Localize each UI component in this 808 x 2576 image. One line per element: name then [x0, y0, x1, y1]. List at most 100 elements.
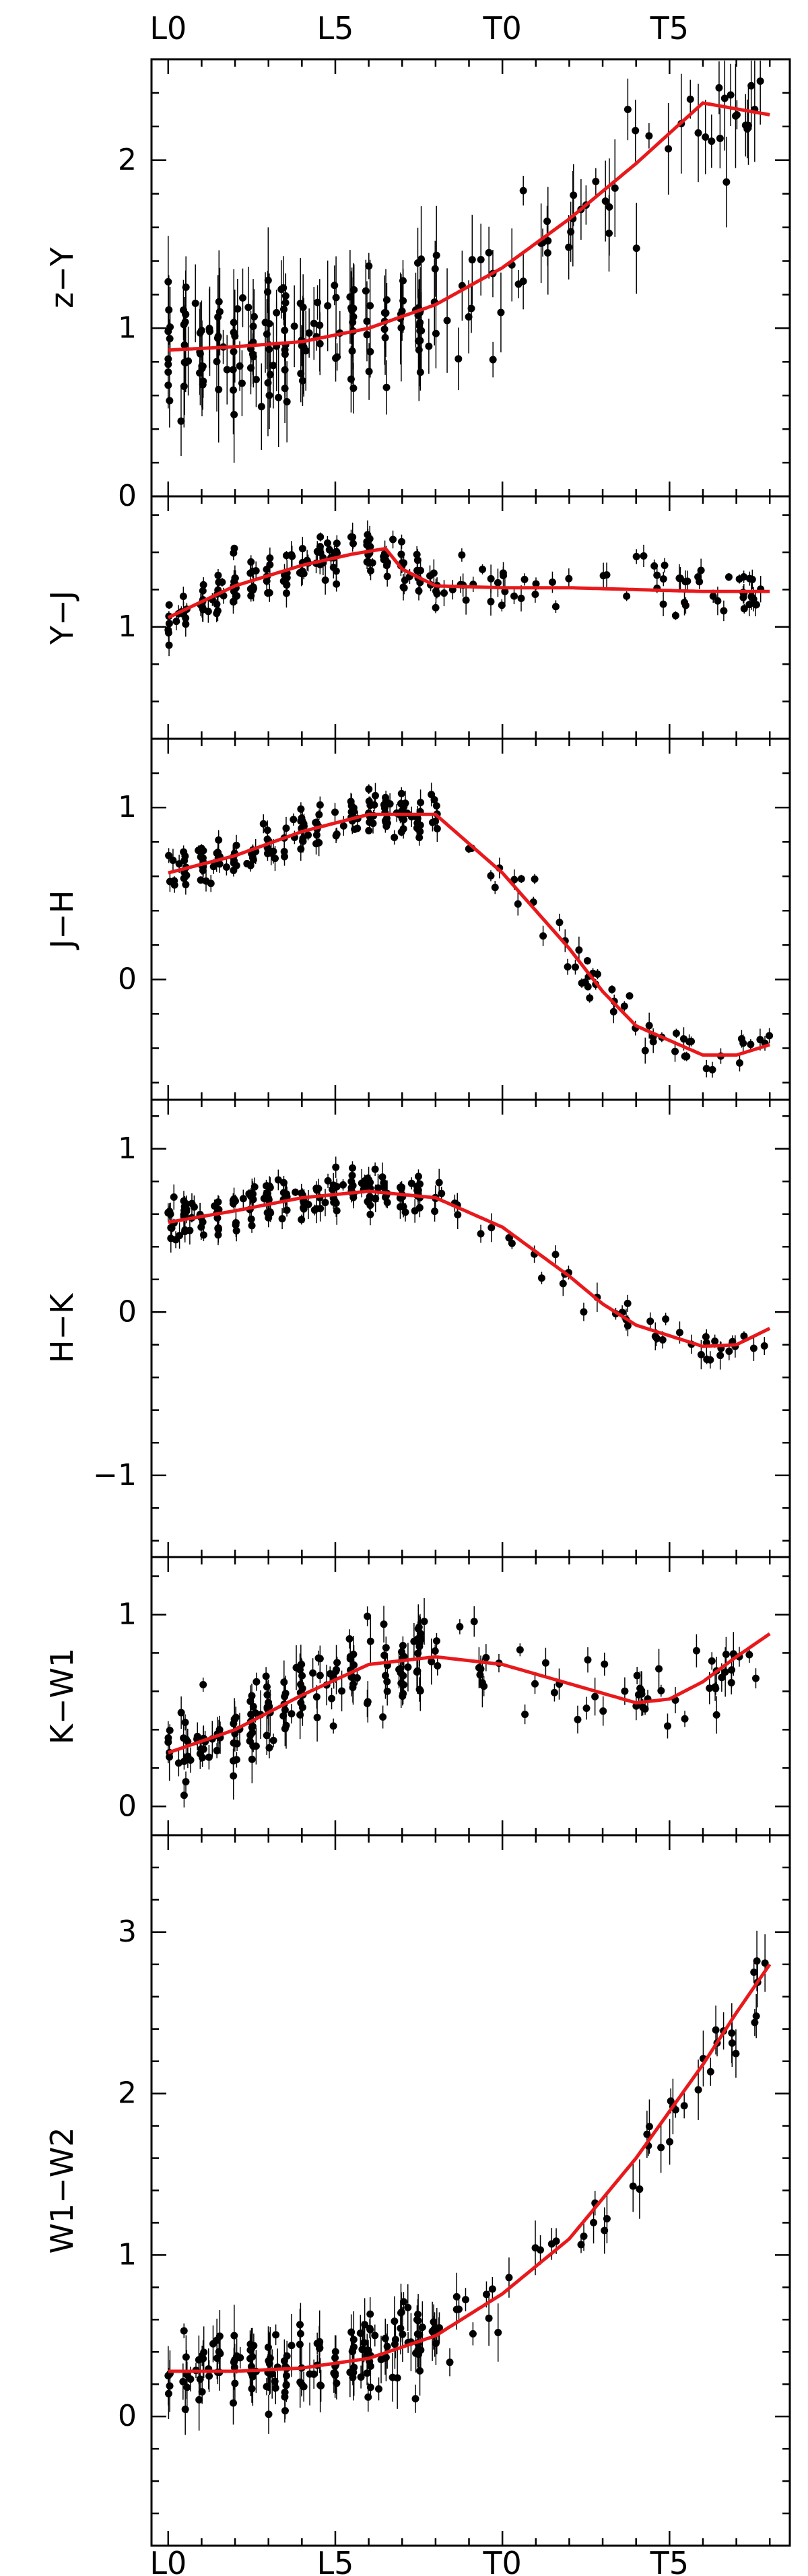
data-point [298, 1216, 306, 1224]
data-point [747, 81, 755, 90]
data-point [411, 2395, 419, 2403]
data-point [665, 145, 673, 153]
data-point [371, 1165, 379, 1173]
data-point [751, 2018, 759, 2026]
data-point [205, 327, 213, 335]
data-point [663, 1722, 671, 1730]
data-point [379, 1713, 387, 1721]
data-point [248, 1755, 256, 1763]
data-point [489, 356, 497, 364]
data-point [233, 1740, 241, 1748]
data-point [280, 847, 288, 855]
data-point [297, 370, 305, 378]
data-point [400, 803, 408, 811]
y-axis-label: H−K [44, 1292, 80, 1363]
data-point [401, 576, 409, 584]
data-point [199, 362, 207, 370]
data-point [195, 2356, 203, 2364]
data-point [187, 2375, 195, 2383]
data-point [716, 1352, 725, 1360]
data-point [232, 1221, 240, 1229]
data-point [239, 1195, 247, 1203]
data-point [687, 1037, 696, 1045]
data-point [326, 1670, 334, 1678]
data-point [537, 2246, 545, 2254]
data-point [166, 2382, 174, 2390]
data-point [316, 321, 324, 329]
data-points [164, 1598, 760, 1808]
data-point [215, 385, 223, 393]
data-point [321, 576, 329, 584]
data-point [638, 1687, 646, 1695]
data-point [180, 341, 189, 349]
data-point [380, 325, 389, 333]
data-point [232, 1226, 240, 1234]
data-point [365, 262, 373, 270]
data-point [215, 298, 223, 306]
data-point [702, 133, 710, 141]
data-point [711, 1337, 719, 1345]
data-point [338, 1687, 346, 1695]
data-point [479, 565, 487, 573]
data-point [380, 1620, 388, 1628]
data-point [398, 537, 406, 546]
data-point [268, 2370, 276, 2378]
data-point [544, 237, 552, 245]
data-point [368, 559, 376, 567]
data-point [378, 1173, 386, 1181]
data-point [298, 1684, 306, 1692]
y-tick-label: 3 [118, 1915, 137, 1949]
data-point [213, 849, 222, 857]
data-point [551, 603, 560, 611]
data-point [281, 1725, 289, 1733]
data-point [282, 2371, 290, 2379]
data-point [269, 1736, 277, 1744]
data-point [347, 2328, 356, 2336]
data-point [491, 884, 499, 892]
data-point [624, 1322, 632, 1330]
data-point [265, 391, 273, 399]
data-point [184, 1738, 192, 1746]
data-point [583, 957, 591, 965]
data-point [383, 558, 391, 566]
data-point [229, 366, 237, 374]
data-point [329, 1185, 337, 1193]
data-point [661, 561, 669, 569]
data-point [325, 546, 333, 554]
data-point [391, 2336, 399, 2344]
data-point [296, 1711, 304, 1719]
data-point [609, 1008, 617, 1016]
data-point [575, 946, 583, 954]
data-point [592, 177, 600, 185]
y-tick-label: 1 [118, 1131, 137, 1166]
data-point [626, 992, 634, 1000]
data-point [349, 319, 357, 327]
data-point [371, 2332, 379, 2340]
data-point [316, 801, 324, 809]
data-point [752, 2012, 760, 2020]
data-point [601, 197, 609, 205]
data-point [193, 1732, 201, 1740]
data-point [501, 587, 509, 595]
data-point [230, 598, 238, 606]
data-point [247, 1215, 255, 1223]
data-point [580, 2233, 588, 2241]
data-point [271, 855, 279, 863]
data-point [165, 851, 173, 859]
data-point [645, 132, 653, 140]
data-point [650, 562, 659, 570]
data-point [361, 2321, 369, 2329]
data-point [229, 1197, 237, 1205]
data-point [413, 566, 422, 574]
data-point [432, 587, 440, 595]
data-point [733, 111, 741, 119]
data-point [197, 1223, 205, 1231]
data-point [404, 1663, 412, 1672]
data-point [728, 2039, 736, 2047]
data-point [261, 319, 269, 327]
data-point [264, 276, 272, 284]
data-point [697, 566, 705, 574]
data-point [417, 255, 426, 263]
data-points [164, 61, 764, 463]
data-point [725, 573, 733, 581]
